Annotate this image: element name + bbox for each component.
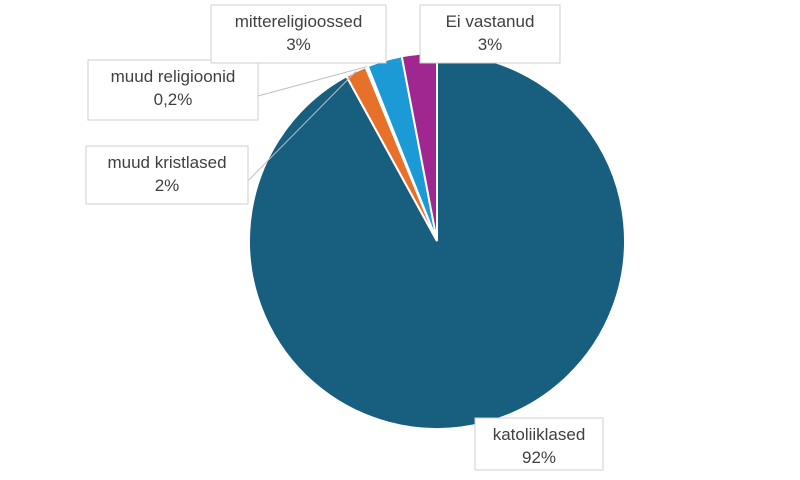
data-label-name-katoliiklased: katoliiklased (493, 425, 586, 444)
data-label-name-muud-religioonid: muud religioonid (111, 67, 236, 86)
data-labels: katoliiklased 92% muud kristlased 2% muud re… (85, 4, 604, 471)
data-label-box-muud-religioonid (87, 59, 259, 121)
data-label-name-muud-kristlased: muud kristlased (107, 153, 226, 172)
data-label-value-muud-religioonid: 0,2% (154, 90, 193, 109)
data-label-box-katoliiklased (474, 417, 604, 471)
pie-slices (248, 51, 626, 430)
data-label-value-muud-kristlased: 2% (155, 176, 180, 195)
data-label-value-ei-vastanud: 3% (478, 35, 503, 54)
data-label-box-ei-vastanud (419, 4, 561, 64)
data-label-box-mittereligioossed (210, 4, 387, 64)
data-label-name-ei-vastanud: Ei vastanud (446, 12, 535, 31)
data-label-box-muud-kristlased (85, 145, 249, 205)
data-label-value-mittereligioossed: 3% (286, 35, 311, 54)
leader-line-muud-kristlased (247, 71, 357, 182)
leader-line-muud-religioonid (257, 66, 367, 97)
data-label-name-mittereligioossed: mittereligioossed (235, 12, 363, 31)
data-label-value-katoliiklased: 92% (522, 448, 556, 467)
